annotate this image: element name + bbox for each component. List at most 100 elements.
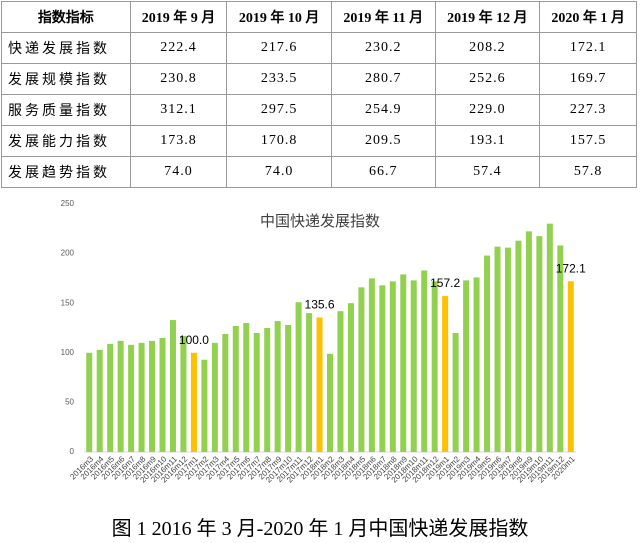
row-label: 快递发展指数 <box>1 32 131 64</box>
bar <box>169 320 176 452</box>
bar <box>546 223 553 452</box>
bar <box>347 303 354 452</box>
value-label: 100.0 <box>179 333 209 347</box>
y-tick-label: 150 <box>61 298 75 307</box>
header-cell: 指数指标 <box>1 1 131 33</box>
value-label: 157.2 <box>430 276 460 290</box>
cell: 193.1 <box>434 125 541 157</box>
y-tick-label: 0 <box>70 447 75 456</box>
bar <box>211 342 218 452</box>
row-label: 服务质量指数 <box>1 94 131 126</box>
cell: 280.7 <box>330 63 436 95</box>
bar <box>358 287 365 452</box>
bar <box>452 332 459 452</box>
header-cell: 2019 年 11 月 <box>330 1 436 33</box>
value-label: 135.6 <box>305 298 335 312</box>
bar <box>410 280 417 452</box>
table-row: 快递发展指数 222.4 217.6 230.2 208.2 172.1 <box>1 32 637 64</box>
bar <box>232 326 239 452</box>
cell: 66.7 <box>330 156 436 188</box>
bar <box>431 281 438 452</box>
cell: 172.1 <box>539 32 637 64</box>
chart: 中国快递发展指数 0501001502002502016m32016m42016… <box>61 199 586 484</box>
bar <box>463 280 470 452</box>
bar <box>86 352 93 452</box>
cell: 74.0 <box>226 156 332 188</box>
y-tick-label: 100 <box>61 348 75 357</box>
bar <box>421 270 428 452</box>
row-label: 发展趋势指数 <box>1 156 131 188</box>
bar <box>180 335 187 452</box>
cell: 252.6 <box>434 63 541 95</box>
bar <box>536 236 543 452</box>
bar <box>316 317 323 452</box>
cell: 233.5 <box>226 63 332 95</box>
y-tick-label: 50 <box>65 398 74 407</box>
cell: 222.4 <box>129 32 228 64</box>
header-cell: 2019 年 10 月 <box>226 1 332 33</box>
bar <box>190 352 197 452</box>
header-row: 指数指标 2019 年 9 月 2019 年 10 月 2019 年 11 月 2019… <box>1 1 637 33</box>
bar <box>442 296 449 452</box>
value-label: 172.1 <box>556 261 586 275</box>
cell: 230.2 <box>330 32 436 64</box>
caption: 图 1 2016 年 3 月-2020 年 1 月中国快递发展指数 <box>111 518 529 540</box>
cell: 169.7 <box>539 63 637 95</box>
bar <box>107 343 114 452</box>
chart-title: 中国快递发展指数 <box>260 213 380 230</box>
bar <box>96 349 103 452</box>
bar <box>473 277 480 452</box>
cell: 312.1 <box>129 94 228 126</box>
y-tick-label: 200 <box>61 249 75 258</box>
cell: 157.5 <box>539 125 637 157</box>
bar <box>149 340 156 452</box>
bar <box>567 281 574 452</box>
bar <box>274 321 281 452</box>
bar <box>484 255 491 452</box>
bar <box>515 240 522 452</box>
header-cell: 2019 年 9 月 <box>129 1 228 33</box>
cell: 254.9 <box>330 94 436 126</box>
index-table: 指数指标 2019 年 9 月 2019 年 10 月 2019 年 11 月 2019… <box>1 1 637 188</box>
row-label: 发展规模指数 <box>1 63 131 95</box>
bar <box>504 247 511 452</box>
bar <box>117 340 124 452</box>
cell: 217.6 <box>226 32 332 64</box>
cell: 209.5 <box>330 125 436 157</box>
bar <box>253 332 260 452</box>
bar <box>389 281 396 452</box>
bar <box>128 344 135 452</box>
table-row: 发展趋势指数 74.0 74.0 66.7 57.4 57.8 <box>1 156 637 188</box>
bar <box>327 353 333 452</box>
cell: 227.3 <box>539 94 637 126</box>
cell: 230.8 <box>129 63 228 95</box>
bar <box>400 274 407 452</box>
cell: 173.8 <box>129 125 228 157</box>
bar <box>306 313 313 452</box>
bar <box>379 285 386 452</box>
bar <box>138 342 145 452</box>
table-body: 快递发展指数 222.4 217.6 230.2 208.2 172.1 发展规模指数 230… <box>1 32 637 188</box>
bar <box>243 323 250 452</box>
cell: 229.0 <box>434 94 541 126</box>
bar <box>159 337 166 452</box>
bar <box>337 311 344 452</box>
bar <box>222 333 229 452</box>
cell: 57.4 <box>434 156 541 188</box>
bar <box>494 246 501 452</box>
header-cell: 2019 年 12 月 <box>434 1 541 33</box>
bar <box>557 245 564 452</box>
table-row: 发展规模指数 230.8 233.5 280.7 252.6 169.7 <box>1 63 637 95</box>
bar <box>295 302 302 452</box>
cell: 74.0 <box>129 156 228 188</box>
header-cell: 2020 年 1 月 <box>539 1 637 33</box>
row-label: 发展能力指数 <box>1 125 131 157</box>
table-row: 发展能力指数 173.8 170.8 209.5 193.1 157.5 <box>1 125 637 157</box>
cell: 208.2 <box>434 32 541 64</box>
bar <box>285 325 292 452</box>
bar <box>264 328 271 452</box>
cell: 297.5 <box>226 94 332 126</box>
cell: 170.8 <box>226 125 332 157</box>
bar <box>525 231 532 452</box>
